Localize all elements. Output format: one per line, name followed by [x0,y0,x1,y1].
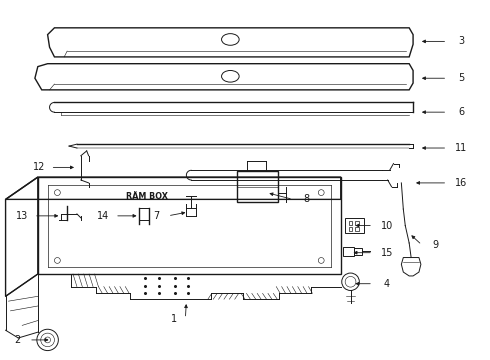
Text: 5: 5 [458,73,464,83]
Text: 11: 11 [455,143,467,153]
Text: 15: 15 [381,248,393,258]
Text: 10: 10 [381,221,393,230]
Text: 7: 7 [153,211,159,221]
Text: 4: 4 [384,279,390,289]
Text: 6: 6 [458,107,464,117]
Text: 13: 13 [16,211,28,221]
Text: 12: 12 [33,162,45,172]
Text: 3: 3 [458,36,464,46]
Text: 8: 8 [303,194,310,204]
Text: 2: 2 [14,335,21,345]
Text: 14: 14 [97,211,109,221]
Text: 1: 1 [171,314,177,324]
Text: 9: 9 [433,240,439,250]
Text: 16: 16 [455,178,467,188]
Text: RÄM BOX: RÄM BOX [126,192,168,201]
